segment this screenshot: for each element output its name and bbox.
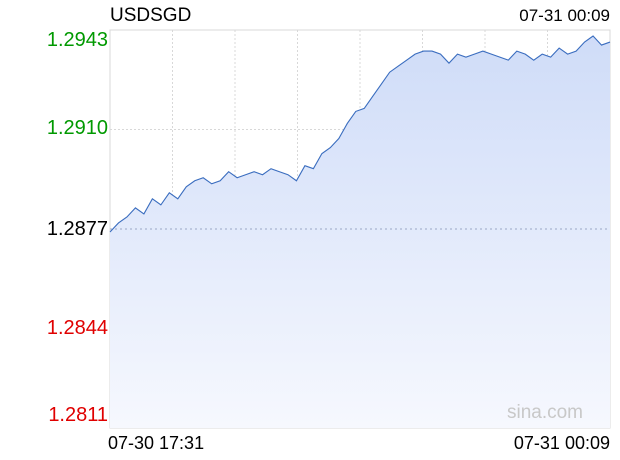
y-tick-label: 1.2943 [46, 29, 108, 51]
y-tick-label: 1.2811 [48, 404, 108, 426]
x-tick-label-start: 07-30 17:31 [108, 433, 205, 453]
price-area [110, 36, 610, 428]
y-tick-label: 1.2844 [46, 317, 108, 339]
timestamp: 07-31 00:09 [519, 6, 610, 25]
y-tick-label: 1.2877 [46, 218, 108, 240]
y-tick-label: 1.2910 [46, 117, 108, 139]
price-line [109, 35, 611, 233]
symbol-title: USDSGD [110, 5, 192, 26]
x-tick-label-end: 07-31 00:09 [513, 433, 610, 453]
watermark: sina.com [507, 402, 583, 423]
